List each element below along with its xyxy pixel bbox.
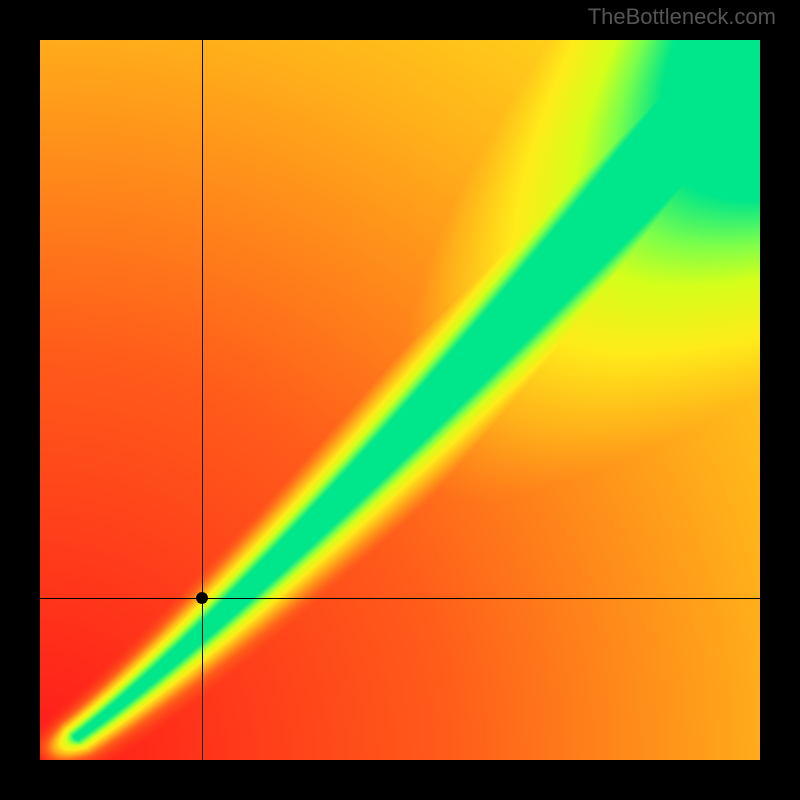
watermark-text: TheBottleneck.com [588, 4, 776, 30]
chart-container: TheBottleneck.com [0, 0, 800, 800]
plot-area [40, 40, 760, 760]
overlay-canvas [40, 40, 760, 760]
